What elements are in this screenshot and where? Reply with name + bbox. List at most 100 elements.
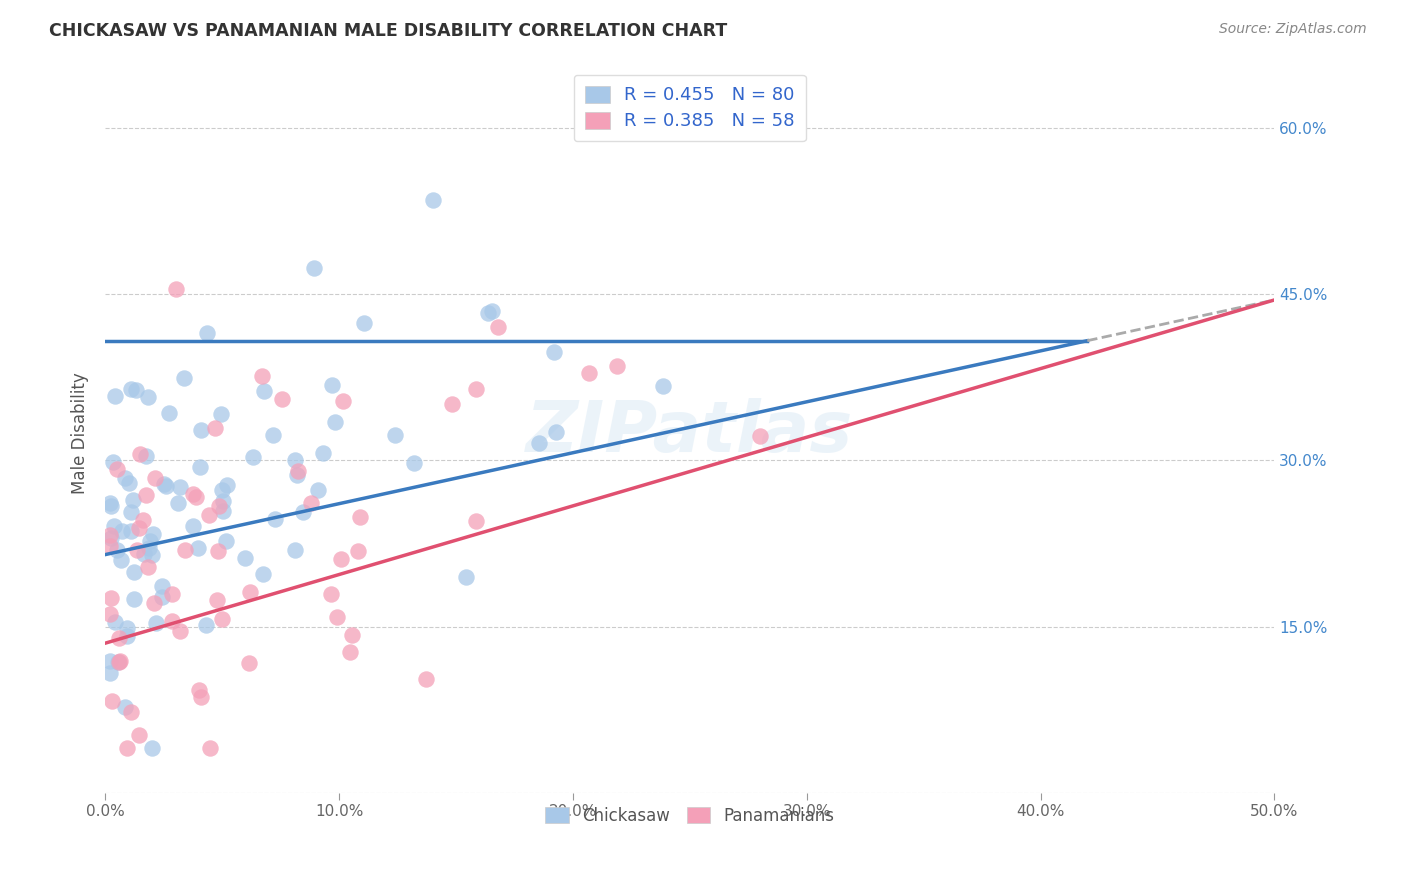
Point (98, 496, 121, 510)
Point (104, 389, 127, 403)
Point (98, 528, 121, 542)
Point (145, 615, 167, 630)
Point (135, 449, 157, 463)
Point (155, 479, 177, 493)
Point (454, 570, 477, 584)
Point (142, 527, 165, 541)
Point (115, 621, 138, 635)
Point (486, 320, 509, 334)
Point (122, 591, 145, 606)
Point (347, 543, 370, 558)
Point (262, 427, 284, 442)
Point (165, 281, 187, 295)
Point (384, 428, 406, 442)
Point (195, 326, 218, 340)
Point (121, 505, 143, 519)
Point (285, 467, 308, 482)
Point (284, 452, 307, 467)
Point (111, 524, 134, 538)
Point (422, 193, 444, 207)
Point (105, 462, 128, 476)
Point (108, 655, 131, 669)
Point (465, 382, 488, 396)
Point (211, 483, 233, 497)
Point (136, 560, 159, 574)
Point (188, 460, 211, 475)
Point (284, 543, 307, 558)
Point (167, 496, 190, 510)
Point (98, 539, 121, 553)
Text: CHICKASAW VS PANAMANIAN MALE DISABILITY CORRELATION CHART: CHICKASAW VS PANAMANIAN MALE DISABILITY … (49, 22, 727, 40)
Point (181, 519, 204, 533)
Point (214, 533, 236, 548)
Point (108, 631, 131, 645)
Point (194, 618, 217, 632)
Point (323, 415, 346, 429)
Point (211, 504, 233, 518)
Point (157, 406, 180, 420)
Point (169, 624, 191, 638)
Point (332, 393, 354, 408)
Point (207, 544, 229, 558)
Point (329, 551, 352, 566)
Point (100, 531, 122, 545)
Point (108, 655, 131, 669)
Legend: Chickasaw, Panamanians: Chickasaw, Panamanians (536, 797, 844, 835)
Point (209, 407, 232, 421)
Point (105, 543, 128, 558)
Point (252, 567, 274, 582)
Point (128, 729, 150, 743)
Point (187, 541, 209, 556)
Point (184, 490, 207, 504)
Point (339, 645, 361, 659)
Point (173, 371, 195, 385)
Point (250, 369, 273, 384)
Point (543, 345, 565, 359)
Point (440, 397, 463, 411)
Point (114, 699, 136, 714)
Point (141, 741, 163, 756)
Point (211, 612, 233, 626)
Point (136, 391, 159, 405)
Point (188, 682, 211, 697)
Point (270, 392, 292, 406)
Point (129, 446, 152, 460)
Point (150, 579, 173, 593)
Point (150, 591, 173, 605)
Point (233, 551, 256, 566)
Point (578, 366, 600, 380)
Point (544, 425, 567, 439)
Y-axis label: Male Disability: Male Disability (72, 372, 89, 493)
Point (292, 505, 315, 519)
Point (205, 593, 228, 607)
Point (122, 565, 145, 579)
Point (160, 587, 183, 601)
Point (138, 533, 160, 548)
Point (107, 656, 129, 670)
Point (101, 455, 124, 469)
Point (115, 741, 138, 756)
Point (342, 628, 364, 642)
Point (321, 587, 343, 601)
Point (141, 548, 163, 562)
Point (651, 379, 673, 393)
Point (103, 518, 125, 533)
Point (215, 478, 238, 492)
Point (242, 450, 264, 465)
Text: Source: ZipAtlas.com: Source: ZipAtlas.com (1219, 22, 1367, 37)
Point (302, 260, 325, 275)
Point (127, 542, 149, 557)
Point (115, 628, 138, 642)
Point (125, 383, 148, 397)
Point (101, 694, 124, 708)
Point (120, 524, 142, 538)
Point (207, 500, 229, 514)
Point (122, 493, 145, 508)
Point (138, 541, 160, 555)
Point (311, 445, 333, 459)
Point (481, 303, 503, 318)
Point (110, 553, 132, 567)
Point (143, 470, 166, 484)
Point (477, 306, 499, 320)
Point (100, 591, 122, 606)
